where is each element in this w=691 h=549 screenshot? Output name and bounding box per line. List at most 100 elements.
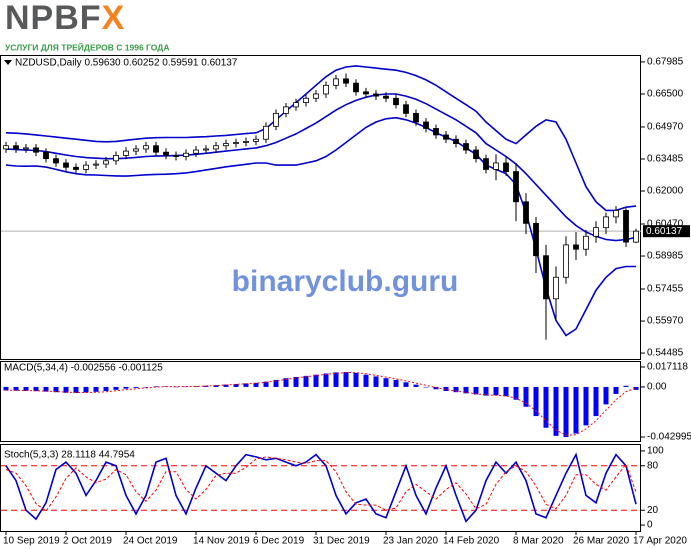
macd-bar — [463, 386, 469, 394]
candle-body — [33, 147, 39, 153]
candle-body — [413, 112, 419, 123]
y-tick-label: 0.63485 — [647, 154, 684, 165]
macd-bar — [113, 386, 119, 390]
x-tick-label: 2 Oct 2019 — [63, 536, 112, 547]
y-tick-label: 0.67985 — [647, 57, 684, 68]
candle-body — [233, 142, 239, 144]
macd-bar — [253, 382, 259, 387]
x-tick-label: 10 Sep 2019 — [3, 536, 60, 547]
candle-body — [303, 97, 309, 103]
candle-body — [223, 143, 229, 147]
candle-body — [313, 93, 319, 99]
macd-bar — [353, 372, 359, 387]
candle-body — [13, 145, 19, 150]
symbol-menu-icon — [4, 60, 12, 65]
macd-bar — [503, 386, 509, 397]
bollinger-band — [5, 65, 637, 212]
candle-body — [153, 145, 159, 153]
candle-body — [423, 121, 429, 129]
candle-body — [563, 244, 569, 278]
x-tick-label: 17 Apr 2020 — [633, 536, 687, 547]
y-tick-label: 0.64970 — [647, 122, 684, 133]
macd-bar — [13, 386, 19, 391]
x-tick-label: 26 Mar 2020 — [573, 536, 630, 547]
bollinger-band — [5, 116, 636, 337]
candle-body — [383, 95, 389, 99]
candle-body — [633, 230, 639, 243]
y-tick-label: 0.55970 — [647, 316, 684, 327]
macd-bar — [423, 386, 429, 388]
candle-body — [293, 102, 299, 108]
candle-body — [393, 97, 399, 106]
macd-bar — [263, 381, 269, 387]
macd-bar — [173, 386, 179, 388]
candle-body — [43, 151, 49, 160]
macd-bar — [103, 386, 109, 392]
candle-body — [243, 141, 249, 143]
candle-body — [463, 143, 469, 151]
macd-bar — [443, 386, 449, 392]
candle-body — [363, 91, 369, 95]
candle-body — [373, 93, 379, 97]
y-tick-label: 80 — [647, 460, 659, 471]
macd-bar — [383, 378, 389, 387]
macd-bar — [143, 386, 149, 388]
candle-body — [143, 145, 149, 150]
x-tick-label: 24 Oct 2019 — [123, 536, 178, 547]
candle-body — [473, 149, 479, 160]
y-tick-label: 100 — [647, 446, 664, 457]
candle-body — [173, 155, 179, 157]
stoch-line — [5, 456, 637, 512]
y-tick-label: 0.60470 — [647, 219, 684, 230]
macd-bar — [623, 385, 629, 387]
macd-bar — [573, 386, 579, 434]
candle-body — [623, 210, 629, 243]
candle-body — [23, 147, 29, 150]
stoch-line — [5, 452, 637, 523]
candle-body — [103, 160, 109, 165]
macd-bar — [593, 386, 599, 417]
macd-bar — [213, 385, 219, 387]
macd-bar — [283, 378, 289, 387]
macd-title: MACD(5,34,4) -0.002556 -0.001125 — [4, 363, 163, 374]
candle-body — [123, 150, 129, 156]
candle-body — [603, 216, 609, 229]
y-tick-label: 0 — [647, 520, 653, 531]
candle-body — [273, 112, 279, 127]
macd-bar — [83, 386, 89, 393]
macd-bar — [543, 386, 549, 428]
macd-bar — [563, 386, 569, 438]
last-price-label: 0.60137 — [646, 226, 683, 237]
candle-body — [453, 138, 459, 144]
candle-body — [493, 162, 499, 170]
y-tick-label: 0.62000 — [647, 186, 684, 197]
macd-bar — [313, 374, 319, 387]
candle-body — [163, 151, 169, 156]
macd-bar — [133, 386, 139, 388]
y-tick-label: 0.66500 — [647, 89, 684, 100]
macd-bar — [23, 386, 29, 391]
macd-bar — [413, 384, 419, 387]
macd-bar — [633, 386, 639, 390]
macd-bar — [43, 386, 49, 392]
candle-body — [263, 125, 269, 140]
last-price-box — [643, 225, 690, 238]
macd-bar — [333, 372, 339, 387]
macd-bar — [223, 384, 229, 387]
candle-body — [283, 106, 289, 114]
candle-body — [193, 149, 199, 154]
macd-bar — [483, 386, 489, 396]
candle-body — [483, 158, 489, 170]
macd-bar — [243, 383, 249, 387]
macd-signal-line — [5, 371, 637, 436]
macd-bar — [53, 386, 59, 393]
candle-body — [333, 78, 339, 86]
macd-bar — [123, 386, 129, 389]
candle-body — [443, 134, 449, 140]
macd-bar — [233, 384, 239, 387]
macd-bar — [403, 382, 409, 387]
candle-body — [613, 210, 619, 218]
candle-body — [403, 104, 409, 114]
candle-body — [523, 201, 529, 224]
